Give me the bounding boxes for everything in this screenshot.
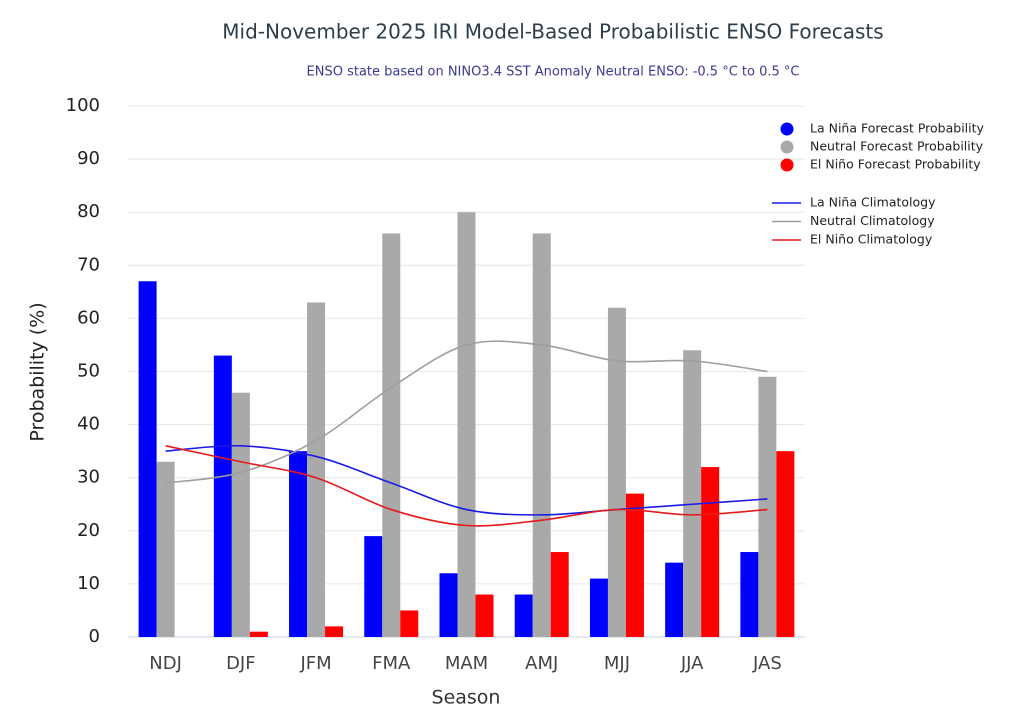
bar [307, 302, 326, 637]
legend-label: Neutral Forecast Probability [810, 139, 984, 154]
legend-marker [780, 122, 794, 136]
bar [607, 307, 626, 637]
bar [589, 578, 608, 637]
bar [364, 536, 383, 637]
climatology-line [165, 445, 768, 527]
y-tick-label: 10 [77, 573, 100, 594]
y-axis-title: Probability (%) [27, 302, 49, 441]
bar [457, 212, 476, 637]
bar [740, 552, 759, 637]
y-tick-label: 0 [89, 626, 100, 647]
bar [665, 562, 684, 637]
bar [532, 233, 551, 637]
legend-label: La Niña Forecast Probability [810, 121, 985, 136]
bar [156, 461, 175, 637]
x-tick-label: NDJ [149, 653, 182, 674]
y-tick-label: 20 [77, 520, 100, 541]
bar [776, 451, 795, 637]
chart-title: Mid-November 2025 IRI Model-Based Probab… [222, 20, 883, 44]
legend-marker [780, 158, 794, 172]
x-tick-label: MAM [445, 653, 488, 674]
bar [550, 552, 569, 637]
x-tick-label: JAS [752, 653, 782, 674]
y-tick-label: 100 [66, 95, 100, 116]
x-tick-label: JFM [299, 653, 331, 674]
x-tick-label: AMJ [525, 653, 558, 674]
bar [683, 350, 702, 637]
bar [289, 451, 308, 637]
x-axis-title: Season [432, 687, 501, 709]
bar [475, 594, 494, 637]
legend-label: El Niño Forecast Probability [810, 157, 981, 172]
bar [758, 376, 777, 637]
bar [325, 626, 344, 637]
legend-label: Neutral Climatology [810, 213, 935, 228]
x-tick-label: MJJ [604, 653, 630, 674]
legend-label: La Niña Climatology [810, 195, 936, 210]
legend-label: El Niño Climatology [810, 232, 933, 247]
bar [382, 233, 401, 637]
legend-marker [780, 140, 794, 154]
x-tick-label: JJA [680, 653, 704, 674]
bar [213, 355, 232, 637]
x-tick-label: FMA [372, 653, 411, 674]
y-tick-label: 90 [77, 148, 100, 169]
chart-subtitle: ENSO state based on NINO3.4 SST Anomaly … [307, 65, 800, 80]
x-tick-label: DJF [226, 653, 256, 674]
bar [625, 493, 644, 637]
bar [231, 392, 250, 637]
y-tick-label: 70 [77, 254, 100, 275]
climatology-line [165, 444, 768, 516]
bar [439, 573, 458, 637]
y-tick-label: 40 [77, 414, 100, 435]
bar [400, 610, 419, 637]
bar [514, 594, 533, 637]
climatology-line [165, 340, 768, 484]
bar [138, 281, 157, 637]
bar [249, 631, 268, 637]
y-tick-label: 30 [77, 467, 100, 488]
y-tick-label: 60 [77, 307, 100, 328]
y-tick-label: 50 [77, 361, 100, 382]
bar [701, 467, 720, 637]
y-tick-label: 80 [77, 201, 100, 222]
